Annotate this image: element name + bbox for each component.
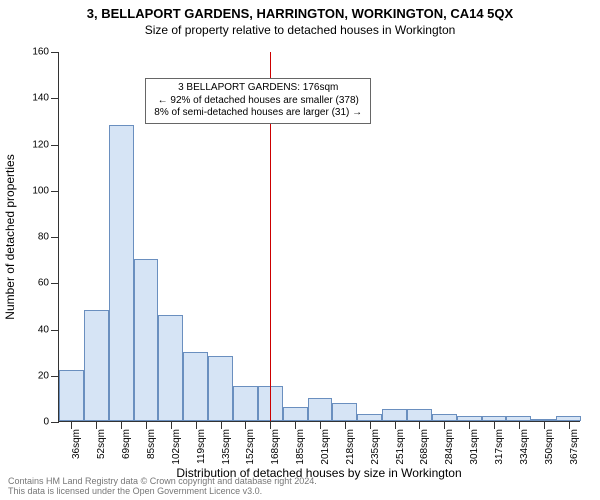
y-tick-label: 80 xyxy=(38,232,59,243)
x-tick-label: 36sqm xyxy=(71,429,82,459)
y-axis-label: Number of detached properties xyxy=(3,154,17,319)
annotation-line: 3 BELLAPORT GARDENS: 176sqm xyxy=(154,82,362,95)
x-tick-label: 152sqm xyxy=(245,429,256,465)
x-tick-label: 268sqm xyxy=(419,429,430,465)
annotation-box: 3 BELLAPORT GARDENS: 176sqm← 92% of deta… xyxy=(145,78,371,124)
y-tick-label: 20 xyxy=(38,370,59,381)
histogram-bar xyxy=(208,356,233,421)
y-tick-label: 140 xyxy=(32,93,59,104)
x-tick-label: 350sqm xyxy=(544,429,555,465)
histogram-bar xyxy=(183,352,208,421)
y-tick-label: 0 xyxy=(43,417,59,428)
histogram-bar xyxy=(432,414,457,421)
annotation-line: 8% of semi-detached houses are larger (3… xyxy=(154,107,362,120)
x-tick-label: 334sqm xyxy=(519,429,530,465)
x-tick-label: 235sqm xyxy=(370,429,381,465)
histogram-bar xyxy=(59,370,84,421)
x-tick-label: 85sqm xyxy=(146,429,157,459)
x-tick-label: 102sqm xyxy=(171,429,182,465)
page-title: 3, BELLAPORT GARDENS, HARRINGTON, WORKIN… xyxy=(0,0,600,21)
histogram-bar xyxy=(482,416,507,421)
x-tick-label: 201sqm xyxy=(320,429,331,465)
x-tick-label: 301sqm xyxy=(469,429,480,465)
page-subtitle: Size of property relative to detached ho… xyxy=(0,21,600,37)
histogram-bar xyxy=(531,419,556,421)
x-tick-label: 367sqm xyxy=(569,429,580,465)
histogram-bar xyxy=(134,259,159,421)
histogram-bar xyxy=(233,386,258,421)
y-tick-label: 40 xyxy=(38,324,59,335)
histogram-bar xyxy=(407,409,432,421)
x-tick-label: 168sqm xyxy=(270,429,281,465)
footer-copyright: Contains HM Land Registry data © Crown c… xyxy=(8,476,317,496)
histogram-bar xyxy=(382,409,407,421)
histogram-bar xyxy=(109,125,134,421)
x-tick-label: 52sqm xyxy=(96,429,107,459)
x-tick-label: 251sqm xyxy=(395,429,406,465)
histogram-bar xyxy=(556,416,581,421)
x-tick-label: 284sqm xyxy=(444,429,455,465)
x-tick-label: 218sqm xyxy=(345,429,356,465)
y-tick-label: 120 xyxy=(32,139,59,150)
x-tick-label: 135sqm xyxy=(221,429,232,465)
y-tick-label: 60 xyxy=(38,278,59,289)
histogram-bar xyxy=(308,398,333,421)
histogram-bar xyxy=(332,403,357,422)
x-tick-label: 119sqm xyxy=(196,429,207,464)
x-tick-label: 69sqm xyxy=(121,429,132,459)
x-tick-label: 317sqm xyxy=(494,429,505,465)
histogram-bar xyxy=(506,416,531,421)
histogram-bar xyxy=(457,416,482,421)
histogram-bar xyxy=(283,407,308,421)
histogram-bar xyxy=(84,310,109,421)
x-tick-label: 185sqm xyxy=(295,429,306,465)
annotation-line: ← 92% of detached houses are smaller (37… xyxy=(154,95,362,108)
histogram-chart: 02040608010012014016036sqm52sqm69sqm85sq… xyxy=(58,52,580,422)
histogram-bar xyxy=(158,315,183,421)
y-tick-label: 100 xyxy=(32,185,59,196)
y-tick-label: 160 xyxy=(32,47,59,58)
histogram-bar xyxy=(357,414,382,421)
